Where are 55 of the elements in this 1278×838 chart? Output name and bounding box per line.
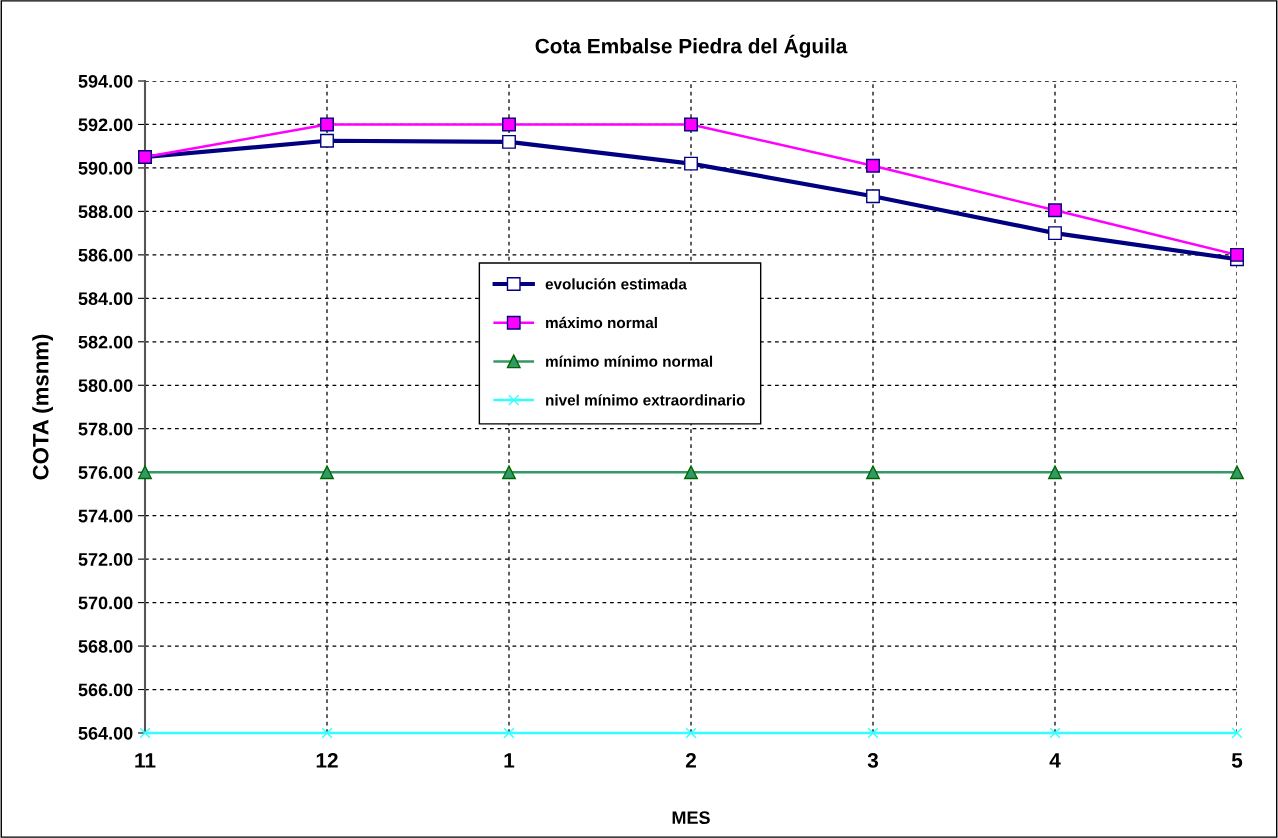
point — [685, 727, 697, 739]
y-axis-title: COTA (msnm) — [32, 334, 53, 480]
point — [1048, 465, 1062, 480]
point — [502, 465, 516, 480]
x-tick-label: 1 — [504, 753, 515, 768]
legend-label: evolución estimada — [545, 278, 687, 290]
x-tick-label: 11 — [135, 753, 156, 768]
point — [1048, 226, 1062, 241]
point — [684, 117, 698, 132]
point — [502, 117, 516, 132]
y-tick-label: 592.00 — [78, 118, 133, 132]
x-tick-label: 2 — [685, 752, 696, 768]
y-tick-label: 590.00 — [78, 161, 133, 175]
y-tick-label: 582.00 — [78, 335, 133, 349]
x-axis-title: MES — [672, 811, 710, 825]
point — [502, 134, 516, 149]
y-tick-label: 568.00 — [78, 640, 133, 653]
chart-title: Cota Embalse Piedra del Águila — [535, 34, 848, 58]
y-tick-label: 580.00 — [78, 379, 133, 392]
point — [866, 465, 880, 480]
point — [1049, 727, 1061, 739]
y-tick-label: 578.00 — [78, 422, 133, 436]
legend-label: mínimo mínimo normal — [546, 355, 713, 367]
point — [320, 133, 334, 148]
y-tick-label: 576.00 — [78, 466, 133, 479]
point — [1231, 727, 1243, 739]
legend-label: nivel mínimo extraordinario — [546, 394, 745, 406]
y-tick-label: 594.00 — [78, 74, 133, 88]
point — [1048, 203, 1062, 218]
x-tick-label: 4 — [1049, 753, 1061, 768]
y-tick-label: 564.00 — [78, 726, 133, 740]
point — [1230, 247, 1244, 262]
point — [866, 158, 880, 173]
point — [503, 727, 515, 739]
point — [684, 465, 698, 480]
point — [321, 727, 333, 739]
point — [320, 117, 334, 132]
x-tick-label: 5 — [1231, 753, 1243, 768]
x-tick-label: 3 — [867, 752, 879, 768]
y-tick-label: 586.00 — [78, 248, 133, 262]
x-tick-label: 12 — [316, 752, 338, 768]
point — [1230, 465, 1244, 480]
y-tick-label: 584.00 — [78, 292, 133, 306]
point — [320, 465, 334, 480]
y-tick-label: 572.00 — [78, 553, 133, 566]
legend-label: máximo normal — [546, 316, 657, 329]
point — [867, 727, 879, 739]
point — [684, 156, 698, 171]
point — [866, 189, 880, 204]
y-tick-label: 588.00 — [78, 205, 133, 219]
y-tick-label: 566.00 — [78, 683, 133, 697]
y-tick-label: 574.00 — [78, 509, 133, 523]
point — [139, 727, 151, 739]
y-tick-label: 570.00 — [78, 596, 133, 610]
point — [138, 465, 152, 480]
